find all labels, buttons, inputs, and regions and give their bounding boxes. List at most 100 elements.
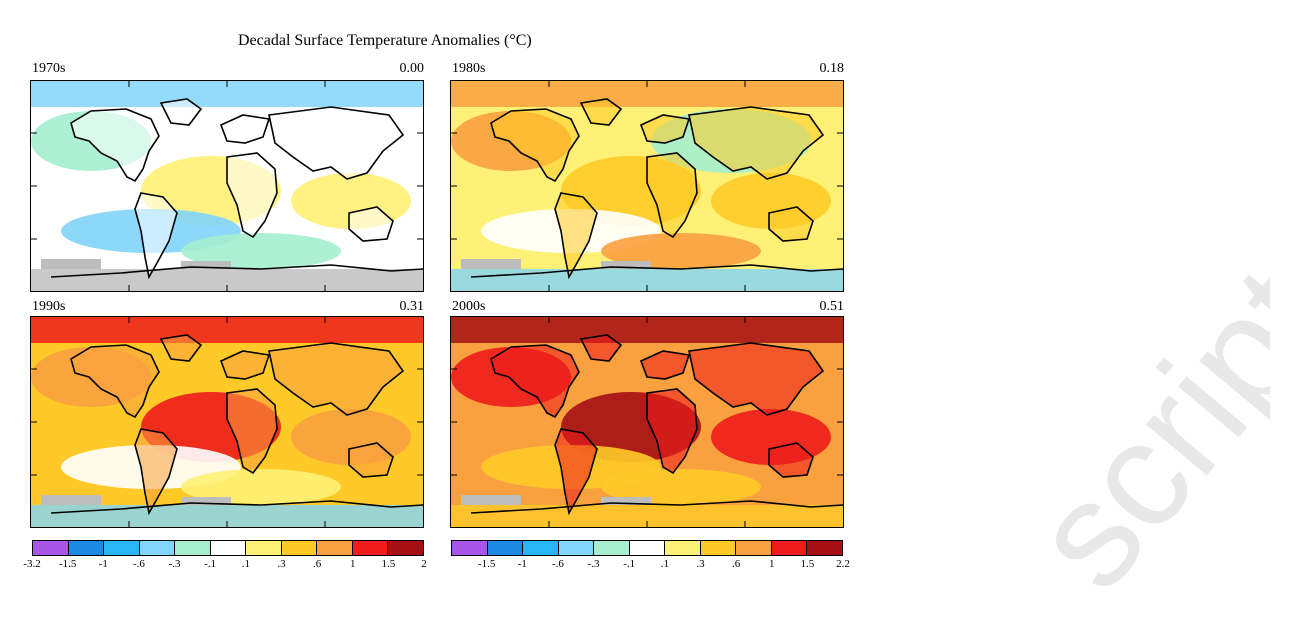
colorbar-right-ticks: -1.5 -1 -.6 -.3 -.1 .1 .3 .6 1 1.5 2.2 bbox=[451, 558, 850, 572]
colorbar-swatch bbox=[139, 541, 176, 555]
colorbar-swatch bbox=[33, 541, 69, 555]
colorbar-tick-label: .1 bbox=[660, 558, 669, 570]
panel-decade-label: 2000s bbox=[452, 299, 486, 314]
anomaly-region bbox=[601, 233, 761, 269]
watermark: script bbox=[1000, 236, 1270, 619]
panel-decade-label: 1990s bbox=[32, 299, 66, 314]
anomaly-region bbox=[181, 469, 341, 505]
colorbar-right bbox=[451, 540, 843, 556]
coastline bbox=[639, 114, 691, 144]
colorbar-tick-label: 2.2 bbox=[836, 558, 850, 570]
colorbar-swatch bbox=[452, 541, 488, 555]
coastline bbox=[70, 108, 160, 183]
colorbar-swatch bbox=[665, 541, 701, 555]
colorbar-swatch bbox=[700, 541, 737, 555]
colorbar-tick-label: 2 bbox=[421, 558, 427, 570]
coastline bbox=[348, 206, 394, 242]
panel-1980s: 1980s 0.18 bbox=[450, 60, 844, 296]
colorbar-swatch bbox=[246, 541, 282, 555]
coastline bbox=[159, 98, 203, 126]
colorbar-swatch bbox=[388, 541, 424, 555]
panel-mean-label: 0.31 bbox=[399, 299, 425, 314]
anomaly-region bbox=[181, 233, 341, 269]
coastline bbox=[268, 106, 405, 180]
anomaly-region bbox=[601, 469, 761, 505]
coastline bbox=[639, 350, 691, 380]
colorbar-tick-label: -.1 bbox=[623, 558, 636, 570]
coastline bbox=[490, 344, 580, 419]
coastline bbox=[50, 264, 423, 278]
panel-decade-label: 1970s bbox=[32, 61, 66, 76]
coastline bbox=[268, 342, 405, 416]
panel-1990s: 1990s 0.31 bbox=[30, 298, 424, 534]
colorbar-tick-label: -1 bbox=[517, 558, 527, 570]
colorbar-swatch bbox=[175, 541, 211, 555]
colorbar-swatch bbox=[210, 541, 247, 555]
missing-data-patch bbox=[41, 259, 101, 269]
colorbar-tick-label: -1.5 bbox=[477, 558, 496, 570]
colorbar-swatch bbox=[317, 541, 353, 555]
coastline bbox=[646, 152, 698, 239]
coastline bbox=[768, 206, 814, 242]
missing-data-patch bbox=[461, 495, 521, 505]
colorbar-swatch bbox=[523, 541, 559, 555]
colorbar-tick-label: .6 bbox=[731, 558, 741, 570]
colorbar-tick-label: .6 bbox=[312, 558, 322, 570]
colorbar-left-ticks: -3.2 -1.5 -1 -.6 -.3 -.1 .1 .3 .6 1 1.5 2 bbox=[23, 558, 427, 572]
coastline bbox=[470, 500, 843, 514]
coastline bbox=[646, 388, 698, 475]
colorbar-tick-label: -.3 bbox=[168, 558, 181, 570]
colorbar-tick-label: -1.5 bbox=[58, 558, 77, 570]
colorbar-swatch bbox=[629, 541, 666, 555]
coastline bbox=[159, 334, 203, 362]
coastline bbox=[579, 98, 623, 126]
missing-data-patch bbox=[601, 261, 651, 269]
colorbar-swatch bbox=[68, 541, 105, 555]
map-1970s bbox=[30, 80, 424, 292]
coastline bbox=[226, 388, 278, 475]
colorbar-swatch bbox=[736, 541, 772, 555]
colorbar-tick-label: -3.2 bbox=[23, 558, 41, 570]
figure-title: Decadal Surface Temperature Anomalies (°… bbox=[238, 32, 532, 49]
colorbar-tick-label: -1 bbox=[98, 558, 108, 570]
colorbar-swatch bbox=[281, 541, 318, 555]
colorbar-swatch bbox=[352, 541, 389, 555]
coastline bbox=[490, 108, 580, 183]
colorbar-swatch bbox=[487, 541, 524, 555]
coastline bbox=[226, 152, 278, 239]
panel-mean-label: 0.18 bbox=[819, 61, 845, 76]
panel-2000s: 2000s 0.51 bbox=[450, 298, 844, 534]
coastline bbox=[219, 114, 271, 144]
colorbar-left bbox=[32, 540, 424, 556]
panel-mean-label: 0.00 bbox=[399, 61, 425, 76]
colorbar-swatch bbox=[771, 541, 808, 555]
panel-decade-label: 1980s bbox=[452, 61, 486, 76]
map-1990s bbox=[30, 316, 424, 528]
colorbar-swatch bbox=[558, 541, 595, 555]
missing-data-patch bbox=[601, 497, 651, 505]
panel-1970s: 1970s 0.00 bbox=[30, 60, 424, 296]
colorbar-tick-label: .3 bbox=[696, 558, 705, 570]
coastline bbox=[688, 106, 825, 180]
colorbar-tick-label: 1 bbox=[768, 558, 775, 570]
coastline bbox=[579, 334, 623, 362]
coastline bbox=[70, 344, 160, 419]
colorbar-tick-label: -.6 bbox=[551, 558, 564, 570]
colorbar-tick-label: -.1 bbox=[204, 558, 217, 570]
colorbar-tick-label: .1 bbox=[241, 558, 250, 570]
map-2000s bbox=[450, 316, 844, 528]
missing-data-patch bbox=[181, 497, 231, 505]
colorbar-tick-label: 1.5 bbox=[800, 558, 815, 570]
missing-data-patch bbox=[181, 261, 231, 269]
coastline bbox=[470, 264, 843, 278]
map-1980s bbox=[450, 80, 844, 292]
coastline bbox=[688, 342, 825, 416]
colorbar-swatch bbox=[104, 541, 140, 555]
colorbar-swatch bbox=[594, 541, 630, 555]
coastline bbox=[50, 500, 423, 514]
colorbar-swatch bbox=[807, 541, 843, 555]
missing-data-patch bbox=[41, 495, 101, 505]
colorbar-tick-label: 1.5 bbox=[381, 558, 396, 570]
colorbar-tick-label: -.3 bbox=[587, 558, 600, 570]
watermark-text: script bbox=[1000, 236, 1270, 619]
